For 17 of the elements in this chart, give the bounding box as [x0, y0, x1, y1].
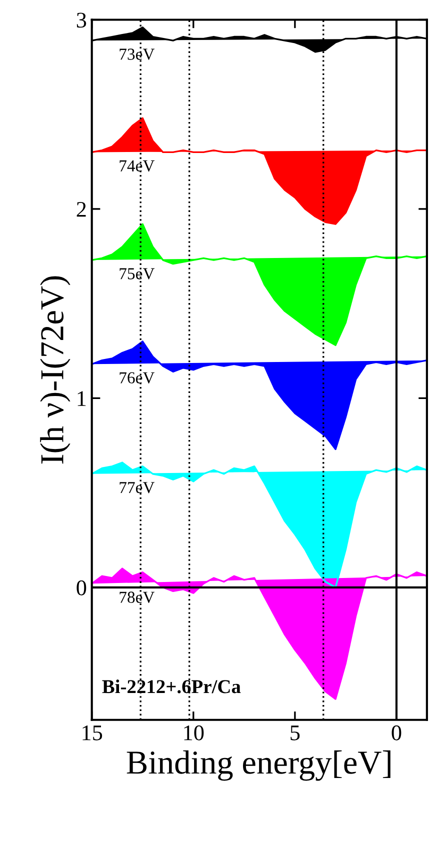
y-tick-label: 3	[76, 12, 86, 28]
x-tick-label: 15	[82, 725, 102, 740]
series-label: 77eV	[120, 482, 155, 494]
x-tick-label: 0	[392, 725, 402, 740]
series-label: 78eV	[120, 592, 155, 604]
y-tick-label: 2	[76, 202, 86, 217]
y-tick-label: 1	[78, 391, 86, 406]
x-tick-label: 10	[184, 725, 204, 740]
x-tick-label: 5	[290, 726, 300, 740]
series-label: 75eV	[120, 268, 155, 280]
series-label: 74eV	[120, 160, 155, 172]
y-tick-label: 0	[76, 580, 86, 596]
series-label: 76eV	[120, 372, 155, 384]
series-label: 73eV	[120, 48, 155, 60]
annotation: Bi-2212+.6Pr/Ca	[102, 680, 241, 694]
y-axis-title: I(h ν)-I(72eV)	[40, 276, 70, 464]
x-axis-title: Binding energy[eV]	[126, 750, 390, 781]
